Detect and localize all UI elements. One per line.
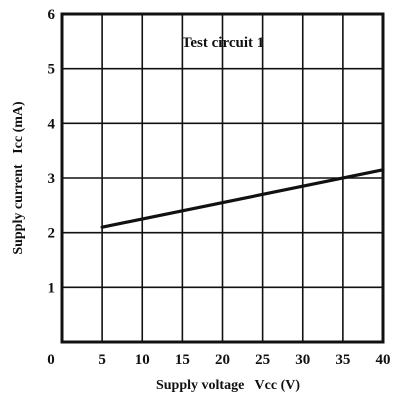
origin-tick-label: 0 xyxy=(47,352,55,368)
x-tick-label-15: 15 xyxy=(175,352,190,368)
plot-frame xyxy=(60,12,385,344)
y-tick-label-4: 4 xyxy=(48,116,56,132)
x-tick-label-5: 5 xyxy=(98,352,106,368)
x-tick-label-25: 25 xyxy=(255,352,270,368)
y-tick-labels: 1 2 3 4 5 6 xyxy=(48,7,56,296)
test-circuit-annotation: Test circuit 1 xyxy=(182,35,265,51)
y-tick-label-3: 3 xyxy=(48,171,56,187)
y-tick-label-5: 5 xyxy=(48,62,56,78)
y-axis-label: Supply current Icc (mA) xyxy=(11,101,26,255)
y-tick-label-2: 2 xyxy=(48,226,56,242)
x-axis-label: Supply voltage Vcc (V) xyxy=(156,378,300,393)
series-line-1 xyxy=(100,168,385,229)
x-tick-label-40: 40 xyxy=(376,352,391,368)
y-tick-label-6: 6 xyxy=(48,7,56,23)
x-tick-label-35: 35 xyxy=(335,352,350,368)
x-tick-label-20: 20 xyxy=(215,352,230,368)
x-tick-label-30: 30 xyxy=(295,352,310,368)
x-tick-labels: 5 10 15 20 25 30 35 40 xyxy=(98,352,390,368)
series-layer xyxy=(100,168,385,229)
grid-lines xyxy=(62,14,383,342)
x-tick-label-10: 10 xyxy=(135,352,150,368)
y-tick-label-1: 1 xyxy=(48,280,56,296)
